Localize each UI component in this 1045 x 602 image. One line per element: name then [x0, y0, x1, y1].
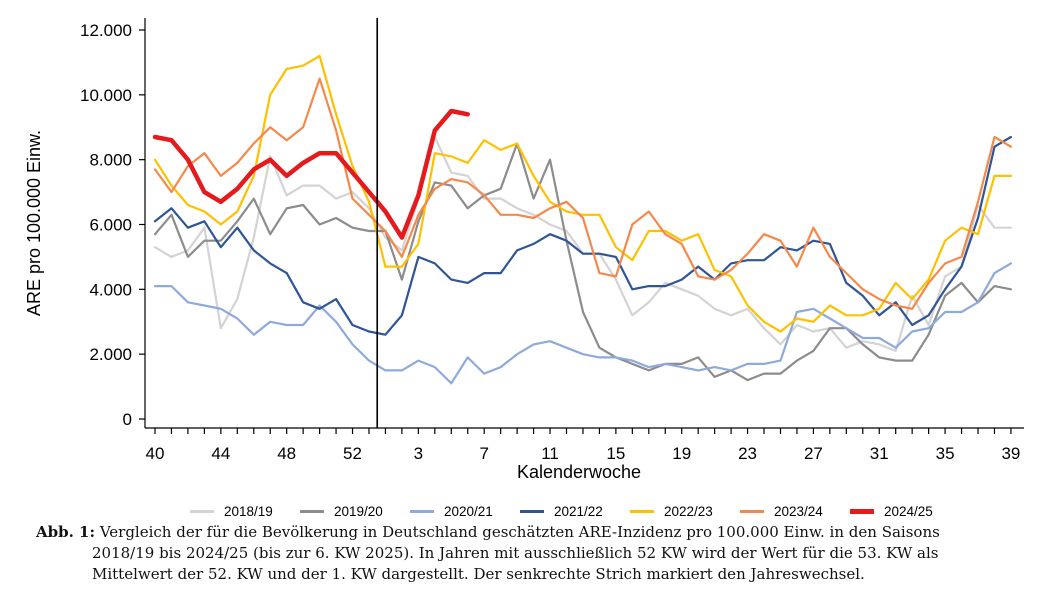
x-ticks: 40 44 48 52 3 7 11 15 19 23 27 31 35 39 — [146, 428, 1020, 463]
legend-swatch — [190, 509, 214, 513]
y-tick-label: 0 — [123, 410, 132, 429]
x-tick-label: 48 — [277, 444, 296, 463]
legend-label: 2019/20 — [334, 503, 383, 519]
x-tick-label: 7 — [479, 444, 488, 463]
y-tick-label: 10.000 — [80, 86, 132, 105]
y-ticks: 0 2.000 4.000 6.000 8.000 10.000 12.000 — [80, 21, 145, 429]
legend-swatch — [300, 509, 324, 513]
legend-item: 2021/22 — [520, 502, 630, 520]
x-tick-label: 15 — [606, 444, 625, 463]
legend-label: 2024/25 — [884, 503, 933, 519]
caption-label: Abb. 1: — [36, 523, 96, 541]
x-tick-label: 3 — [414, 444, 423, 463]
x-tick-label: 19 — [672, 444, 691, 463]
legend-label: 2018/19 — [224, 503, 273, 519]
legend-label: 2021/22 — [554, 503, 603, 519]
legend-item: 2022/23 — [630, 502, 740, 520]
legend-swatch — [520, 509, 544, 513]
caption-line-1: Vergleich der für die Bevölkerung in Deu… — [99, 523, 940, 541]
legend: 2018/19 2019/20 2020/21 2021/22 2022/23 2023/… — [190, 502, 990, 520]
legend-item: 2024/25 — [850, 502, 960, 520]
x-tick-label: 11 — [541, 444, 559, 463]
legend-swatch — [850, 508, 874, 514]
series-line-2022-23 — [153, 54, 1013, 333]
y-tick-label: 8.000 — [89, 151, 132, 170]
caption-line-3: Mittelwert der 52. KW und der 1. KW darg… — [92, 565, 865, 583]
legend-swatch — [740, 509, 764, 513]
x-tick-label: 23 — [738, 444, 757, 463]
y-tick-label: 2.000 — [89, 345, 132, 364]
series-line-2018-19 — [153, 135, 1013, 352]
legend-item: 2020/21 — [410, 502, 520, 520]
y-tick-label: 4.000 — [89, 280, 132, 299]
x-tick-label: 35 — [936, 444, 955, 463]
legend-label: 2020/21 — [444, 503, 493, 519]
x-tick-label: 40 — [146, 444, 165, 463]
x-tick-label: 39 — [1001, 444, 1020, 463]
figure-caption: Abb. 1: Vergleich der für die Bevölkerun… — [36, 522, 1026, 585]
series-line-2023-24 — [153, 77, 1013, 310]
legend-label: 2023/24 — [774, 503, 823, 519]
x-tick-label: 27 — [804, 444, 823, 463]
series — [152, 54, 1013, 385]
axes — [144, 18, 1024, 429]
legend-item: 2023/24 — [740, 502, 850, 520]
x-tick-label: 52 — [343, 444, 362, 463]
series-line-2019-20 — [153, 142, 1013, 382]
legend-swatch — [630, 509, 654, 513]
series-line-2021-22 — [153, 135, 1013, 336]
y-tick-label: 6.000 — [89, 216, 132, 235]
series-line-2020-21 — [153, 262, 1013, 385]
legend-swatch — [410, 509, 434, 513]
legend-item: 2018/19 — [190, 502, 300, 520]
chart: 0 2.000 4.000 6.000 8.000 10.000 12.000 40 44 48… — [24, 18, 1024, 482]
x-tick-label: 31 — [870, 444, 889, 463]
y-tick-label: 12.000 — [80, 21, 132, 40]
series-line-2024-25 — [152, 108, 470, 240]
legend-label: 2022/23 — [664, 503, 713, 519]
legend-item: 2019/20 — [300, 502, 410, 520]
x-axis-title: Kalenderwoche — [517, 462, 641, 482]
chart-svg: 0 2.000 4.000 6.000 8.000 10.000 12.000 40 44 48… — [24, 18, 1024, 482]
y-axis-title: ARE pro 100.000 Einw. — [24, 130, 44, 316]
x-tick-label: 44 — [211, 444, 230, 463]
caption-line-2: 2018/19 bis 2024/25 (bis zur 6. KW 2025)… — [92, 544, 939, 562]
